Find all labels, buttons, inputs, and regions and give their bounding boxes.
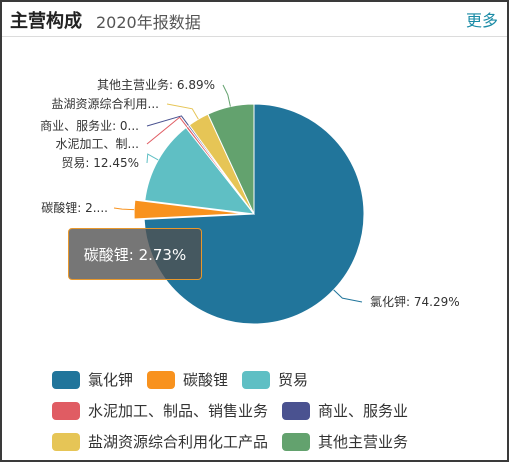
slice-label-1: 碳酸锂: 2.... xyxy=(41,200,108,215)
legend-label: 碳酸锂 xyxy=(183,371,229,389)
legend-swatch xyxy=(242,370,271,389)
label-line-4 xyxy=(146,115,189,127)
legend-label: 盐湖资源综合利用化工产品 xyxy=(88,433,269,451)
legend-swatch xyxy=(282,432,311,451)
legend-item[interactable]: 氯化钾 xyxy=(52,369,133,390)
legend-item[interactable]: 碳酸锂 xyxy=(147,369,228,390)
legend-label: 氯化钾 xyxy=(88,371,134,389)
legend-swatch xyxy=(52,401,80,420)
pie-chart: 氯化钾: 74.29% 碳酸锂: 2.... 贸易: 12.45% 水泥加工、制...… xyxy=(40,77,460,325)
label-line-5 xyxy=(166,103,199,120)
legend-item[interactable]: 商业、服务业 xyxy=(282,400,408,421)
legend-swatch xyxy=(282,401,311,420)
legend-label: 其他主营业务 xyxy=(318,433,409,451)
slice-label-3: 水泥加工、制... xyxy=(56,137,139,151)
tooltip-text: 碳酸锂: 2.73% xyxy=(83,245,187,264)
legend-swatch xyxy=(52,432,80,451)
chart-tooltip: 碳酸锂: 2.73% xyxy=(68,228,202,280)
legend-label: 水泥加工、制品、销售业务 xyxy=(88,402,269,420)
more-link[interactable]: 更多 xyxy=(465,11,498,30)
label-line-3 xyxy=(146,116,188,145)
legend-label: 贸易 xyxy=(278,371,309,389)
slice-label-0: 氯化钾: 74.29% xyxy=(370,295,460,309)
pie-slice-1[interactable] xyxy=(133,199,245,220)
legend-row-0: 氯化钾 碳酸锂 贸易 xyxy=(52,364,492,395)
legend-label: 商业、服务业 xyxy=(318,402,409,420)
card-header: 主营构成 2020年报数据 更多 xyxy=(2,2,507,37)
slice-label-5: 盐湖资源综合利用... xyxy=(52,96,159,111)
legend-item[interactable]: 其他主营业务 xyxy=(282,431,408,452)
legend-item[interactable]: 贸易 xyxy=(242,369,308,390)
legend-item[interactable]: 盐湖资源综合利用化工产品 xyxy=(52,431,268,452)
legend-item[interactable]: 水泥加工、制品、销售业务 xyxy=(52,400,268,421)
slice-label-4: 商业、服务业: 0... xyxy=(40,118,139,133)
label-line-0 xyxy=(333,289,363,303)
label-line-2 xyxy=(146,153,159,164)
label-line-6 xyxy=(222,84,231,107)
label-line-1 xyxy=(113,207,135,211)
legend-row-1: 水泥加工、制品、销售业务 商业、服务业 xyxy=(52,395,492,426)
legend-swatch xyxy=(52,370,80,389)
chart-legend: 氯化钾 碳酸锂 贸易 水泥加工、制品、销售业务 商业、服务业盐湖资源综合利用化工产品 其他… xyxy=(52,364,492,457)
legend-row-2: 盐湖资源综合利用化工产品 其他主营业务 xyxy=(52,426,492,457)
slice-label-2: 贸易: 12.45% xyxy=(61,156,139,170)
legend-swatch xyxy=(147,370,176,389)
slice-label-6: 其他主营业务: 6.89% xyxy=(97,77,215,92)
card-subtitle: 2020年报数据 xyxy=(96,13,201,32)
card-title: 主营构成 xyxy=(10,11,82,32)
